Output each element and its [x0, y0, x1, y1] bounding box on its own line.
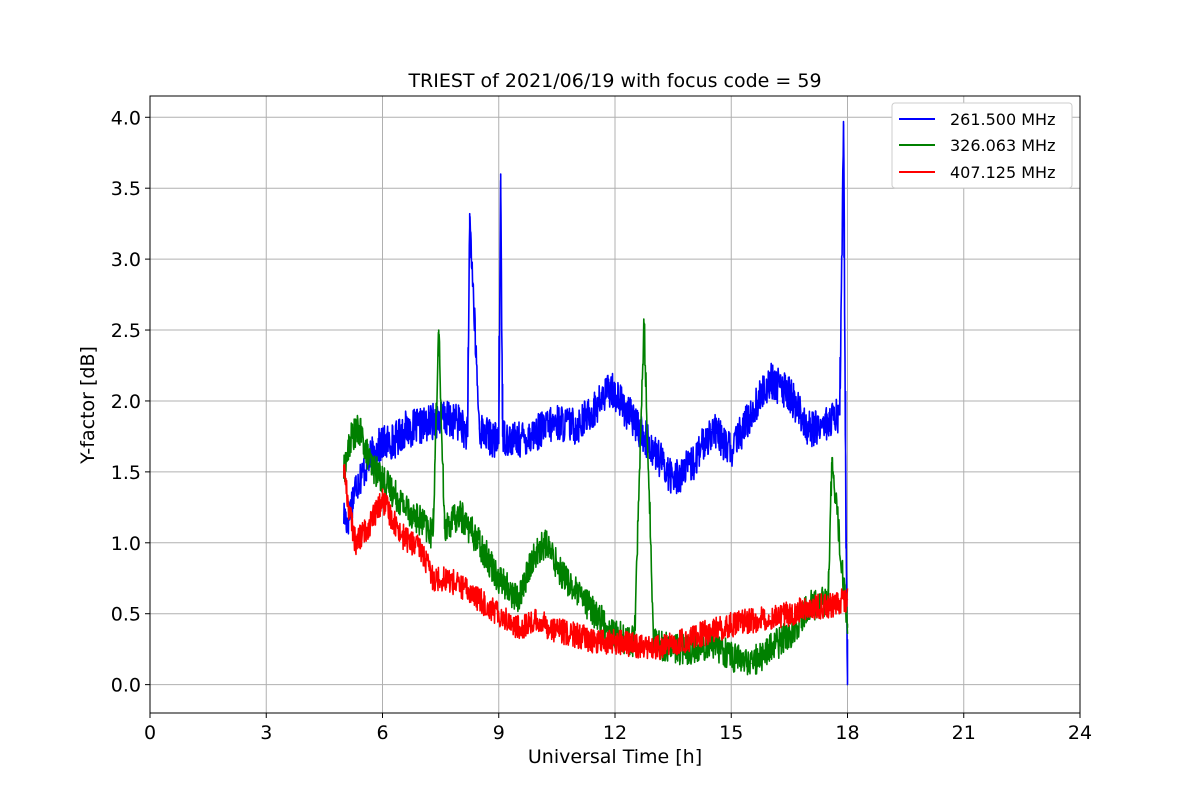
legend: 261.500 MHz 326.063 MHz 407.125 MHz [891, 102, 1073, 189]
y-tick-label: 0.0 [111, 675, 141, 697]
legend-label-407: 407.125 MHz [950, 163, 1055, 182]
legend-label-261: 261.500 MHz [950, 110, 1055, 129]
x-tick-label: 0 [144, 722, 156, 744]
legend-label-326: 326.063 MHz [950, 136, 1055, 155]
chart-title: TRIEST of 2021/06/19 with focus code = 5… [407, 70, 821, 92]
axis-ticks: 0 3 6 9 12 15 18 21 24 0.0 0.5 1.0 1.5 2.0 2.5 3.0 3.5 4.… [111, 107, 1092, 744]
y-tick-label: 1.0 [111, 533, 141, 555]
x-tick-label: 9 [493, 722, 505, 744]
plot-series [343, 120, 849, 686]
x-tick-label: 6 [376, 722, 388, 744]
y-tick-label: 0.5 [111, 604, 141, 626]
x-tick-label: 12 [603, 722, 627, 744]
y-axis-label: Y-factor [dB] [77, 346, 99, 465]
x-tick-label: 24 [1068, 722, 1092, 744]
x-tick-label: 18 [835, 722, 859, 744]
y-tick-label: 2.5 [111, 320, 141, 342]
y-tick-label: 1.5 [111, 462, 141, 484]
legend-box [891, 102, 1073, 189]
series-line-0 [343, 120, 849, 686]
y-tick-label: 3.0 [111, 249, 141, 271]
x-axis-label: Universal Time [h] [528, 746, 702, 768]
y-tick-label: 2.0 [111, 391, 141, 413]
x-tick-label: 21 [952, 722, 976, 744]
y-tick-label: 3.5 [111, 178, 141, 200]
series-line-2 [343, 463, 849, 661]
x-tick-label: 15 [719, 722, 743, 744]
y-tick-label: 4.0 [111, 107, 141, 129]
x-tick-label: 3 [260, 722, 272, 744]
